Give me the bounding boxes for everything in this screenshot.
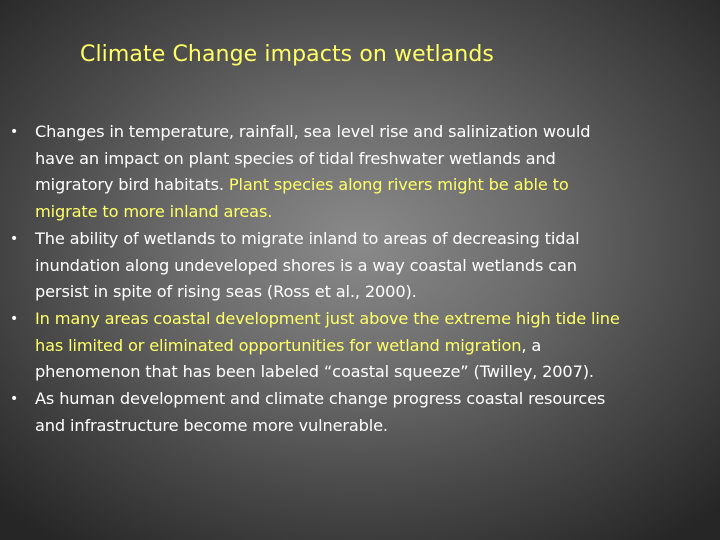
bullet-list: • Changes in temperature, rainfall, sea … (8, 119, 716, 439)
bullet-dot: • (10, 230, 19, 247)
highlighted-text: Plant species along rivers might be able… (228, 175, 569, 195)
bullet-item: • In many areas coastal development just… (8, 306, 716, 386)
bullet-text: inundation along undeveloped shores is a… (35, 255, 577, 275)
bullet-dot: • (10, 391, 19, 408)
bullet-dot: • (10, 124, 19, 140)
bullet-line: phenomenon that has been labeled “coasta… (35, 359, 716, 386)
bullet-line: migrate to more inland areas. (35, 199, 716, 226)
highlighted-text: has limited or eliminated opportunities … (35, 335, 522, 355)
bullet-text: persist in spite of rising seas (Ross et… (35, 282, 417, 302)
bullet-line: persist in spite of rising seas (Ross et… (35, 279, 716, 306)
bullet-line: Changes in temperature, rainfall, sea le… (35, 119, 716, 146)
bullet-item: • Changes in temperature, rainfall, sea … (8, 119, 716, 226)
bullet-text: , a (521, 335, 542, 355)
bullet-line: The ability of wetlands to migrate inlan… (35, 226, 716, 253)
bullet-line: have an impact on plant species of tidal… (35, 146, 716, 173)
bullet-line: has limited or eliminated opportunities … (35, 333, 716, 360)
bullet-text: and infrastructure become more vulnerabl… (35, 415, 388, 435)
highlighted-text: migrate to more inland areas. (35, 202, 273, 222)
bullet-text: As human development and climate change … (35, 389, 606, 409)
bullet-line: As human development and climate change … (35, 386, 716, 413)
bullet-text: phenomenon that has been labeled “coasta… (35, 362, 594, 382)
bullet-dot: • (10, 310, 19, 327)
bullet-line: In many areas coastal development just a… (35, 306, 716, 333)
bullet-line: inundation along undeveloped shores is a… (35, 253, 716, 280)
bullet-item: • The ability of wetlands to migrate inl… (8, 226, 716, 306)
bullet-text: migratory bird habitats. (35, 175, 229, 195)
bullet-text: The ability of wetlands to migrate inlan… (35, 228, 580, 248)
highlighted-text: In many areas coastal development just a… (35, 308, 620, 328)
bullet-text: Changes in temperature, rainfall, sea le… (35, 122, 591, 141)
bullet-line: migratory bird habitats. Plant species a… (35, 172, 716, 199)
bullet-text: have an impact on plant species of tidal… (35, 148, 556, 168)
bullet-item: • As human development and climate chang… (8, 386, 716, 439)
slide-title: Climate Change impacts on wetlands (80, 42, 494, 67)
bullet-line: and infrastructure become more vulnerabl… (35, 413, 716, 440)
